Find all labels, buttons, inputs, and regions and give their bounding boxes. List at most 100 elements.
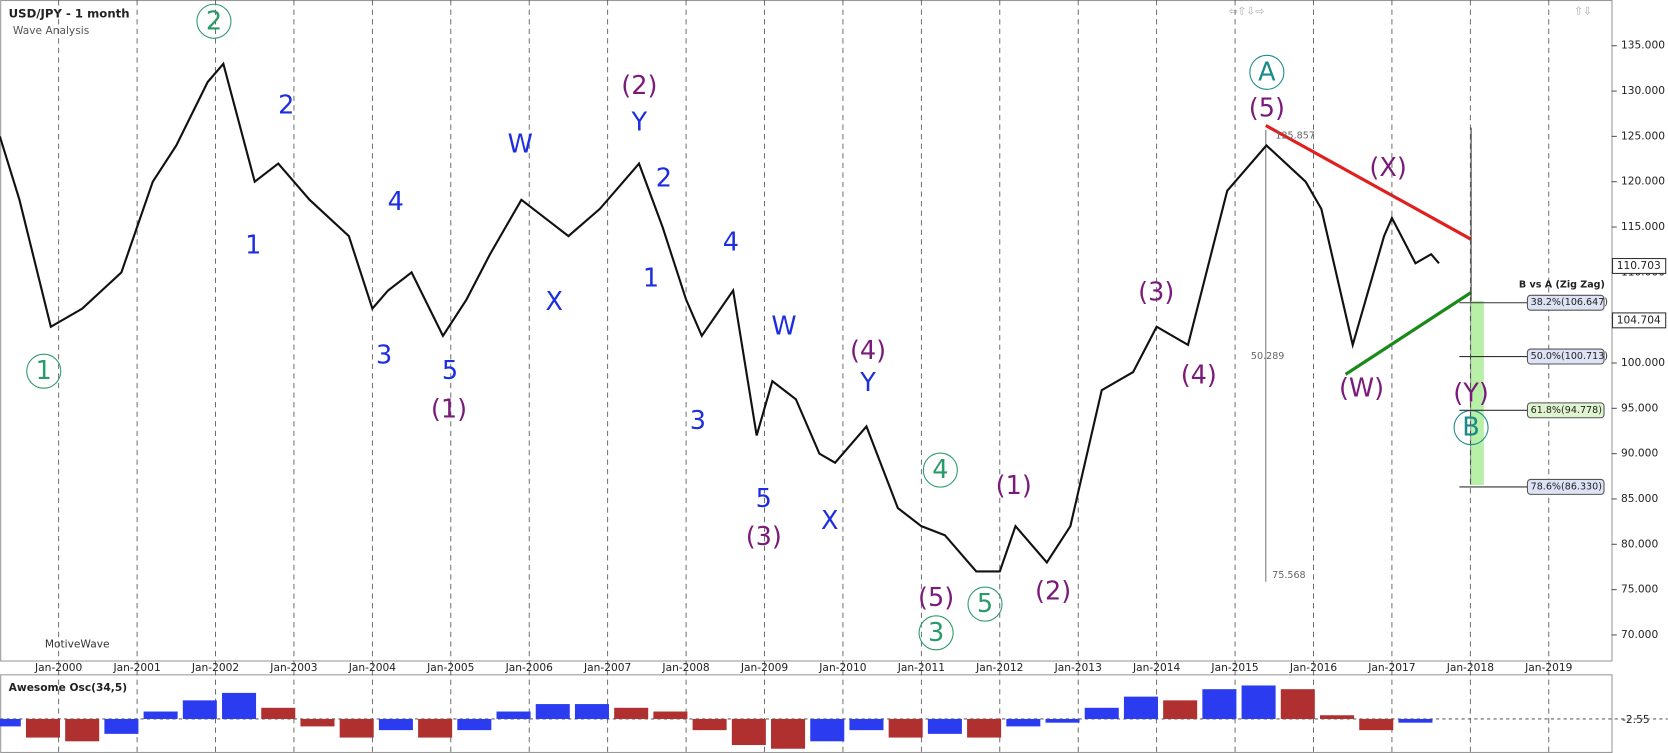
osc-bar [1006,718,1041,727]
subtitle: Wave Analysis [13,24,90,37]
price-label: 104.704 [1617,313,1661,326]
x-tick-label: Jan-2019 [1524,661,1572,674]
price-label: 110.703 [1617,259,1661,272]
x-tick-label: Jan-2010 [818,661,866,674]
wave-label: (Y) [1453,379,1489,409]
wave-circle [1249,54,1285,90]
wave-label: (5) [1249,94,1285,124]
fib-box [1526,348,1605,365]
wave-label: (1) [996,471,1032,501]
osc-bar [182,700,217,719]
osc-bar [261,707,296,719]
wave-circle [196,3,232,39]
x-tick-label: Jan-2009 [740,661,788,674]
wave-label: 3 [376,340,392,370]
wave-circle [918,615,954,651]
wave-label: 4 [932,455,948,485]
wave-label: (5) [918,583,954,613]
osc-bar [1280,689,1315,719]
osc-bar [967,718,1002,738]
price-line [0,61,1440,573]
wave-circle [922,452,958,488]
osc-level: -2.55 [1622,713,1650,726]
wave-label: X [821,506,838,536]
osc-bar [1241,685,1276,719]
fib-zone [1471,300,1484,485]
title: USD/JPY - 1 month [9,6,130,20]
fib-label: 61.8%(94.778) [1531,405,1602,416]
wave-label: 1 [36,356,52,386]
y-tick-label: 70.000 [1621,628,1658,641]
wave-label: (2) [621,71,657,101]
wave-label: (3) [1138,278,1174,308]
wave-label: 4 [388,187,404,217]
wave-label: 2 [656,164,672,194]
wave-label: 5 [756,484,772,514]
wave-circle [967,586,1003,622]
osc-bar [300,718,335,727]
wave-label: Y [859,368,876,398]
wave-label: A [1258,57,1276,87]
osc-bar [378,718,413,731]
wave-label: 5 [442,356,458,386]
x-tick-label: Jan-2014 [1132,661,1180,674]
wave-label: (X) [1369,153,1406,183]
wave-label: 1 [245,231,261,261]
osc-bar [731,718,766,746]
x-tick-label: Jan-2006 [505,661,553,674]
osc-bar [1359,718,1394,731]
osc-bar [1398,718,1433,723]
y-tick-label: 115.000 [1621,220,1665,233]
osc-bar [771,718,806,749]
x-tick-label: Jan-2007 [583,661,631,674]
wave-label: (1) [431,395,467,425]
osc-bar [1084,707,1119,719]
x-tick-label: Jan-2000 [34,661,82,674]
osc-bar [1123,696,1158,719]
window-buttons[interactable]: ⇧⇩ [1574,5,1592,18]
wave-label: (2) [1035,576,1071,606]
osc-bar [222,692,257,719]
osc-bar [810,718,845,742]
osc-bar [339,718,374,738]
annotation: 125.857 [1275,131,1315,142]
osc-bar [457,718,492,731]
wave-label: 1 [643,264,659,294]
fib-box [1526,402,1605,419]
osc-bar [888,718,923,738]
price-box [1611,312,1667,329]
osc-bar [1202,689,1237,719]
osc-bar [496,711,531,719]
main-panel [0,0,1613,662]
x-tick-label: Jan-2017 [1367,661,1415,674]
annotation: 50.289 [1251,351,1284,362]
wave-label: (3) [746,522,782,552]
osc-bar [849,718,884,731]
trend-line-red [1265,124,1472,241]
osc-bar [574,704,609,719]
y-tick-label: 125.000 [1621,129,1665,142]
brand: MotiveWave [45,638,110,651]
osc-bar [692,718,727,731]
osc-bar [535,704,570,719]
fib-label: 38.2%(106.647) [1531,297,1608,308]
osc-panel [0,674,1613,753]
x-tick-label: Jan-2016 [1289,661,1337,674]
y-tick-label: 80.000 [1621,537,1658,550]
osc-bar [25,718,60,738]
x-tick-label: Jan-2018 [1446,661,1494,674]
x-tick-label: Jan-2013 [1054,661,1102,674]
osc-bar [927,718,962,734]
window-controls[interactable]: ⇦⇧⇩⇨ [1229,5,1265,18]
wave-label: W [771,312,796,342]
osc-bar [1163,700,1198,719]
x-tick-label: Jan-2008 [661,661,709,674]
osc-bar [653,711,688,719]
osc-bar [614,707,649,719]
y-tick-label: 100.000 [1621,356,1665,369]
wave-label: 2 [278,90,294,120]
price-box [1611,258,1667,274]
fib-box [1526,294,1605,311]
